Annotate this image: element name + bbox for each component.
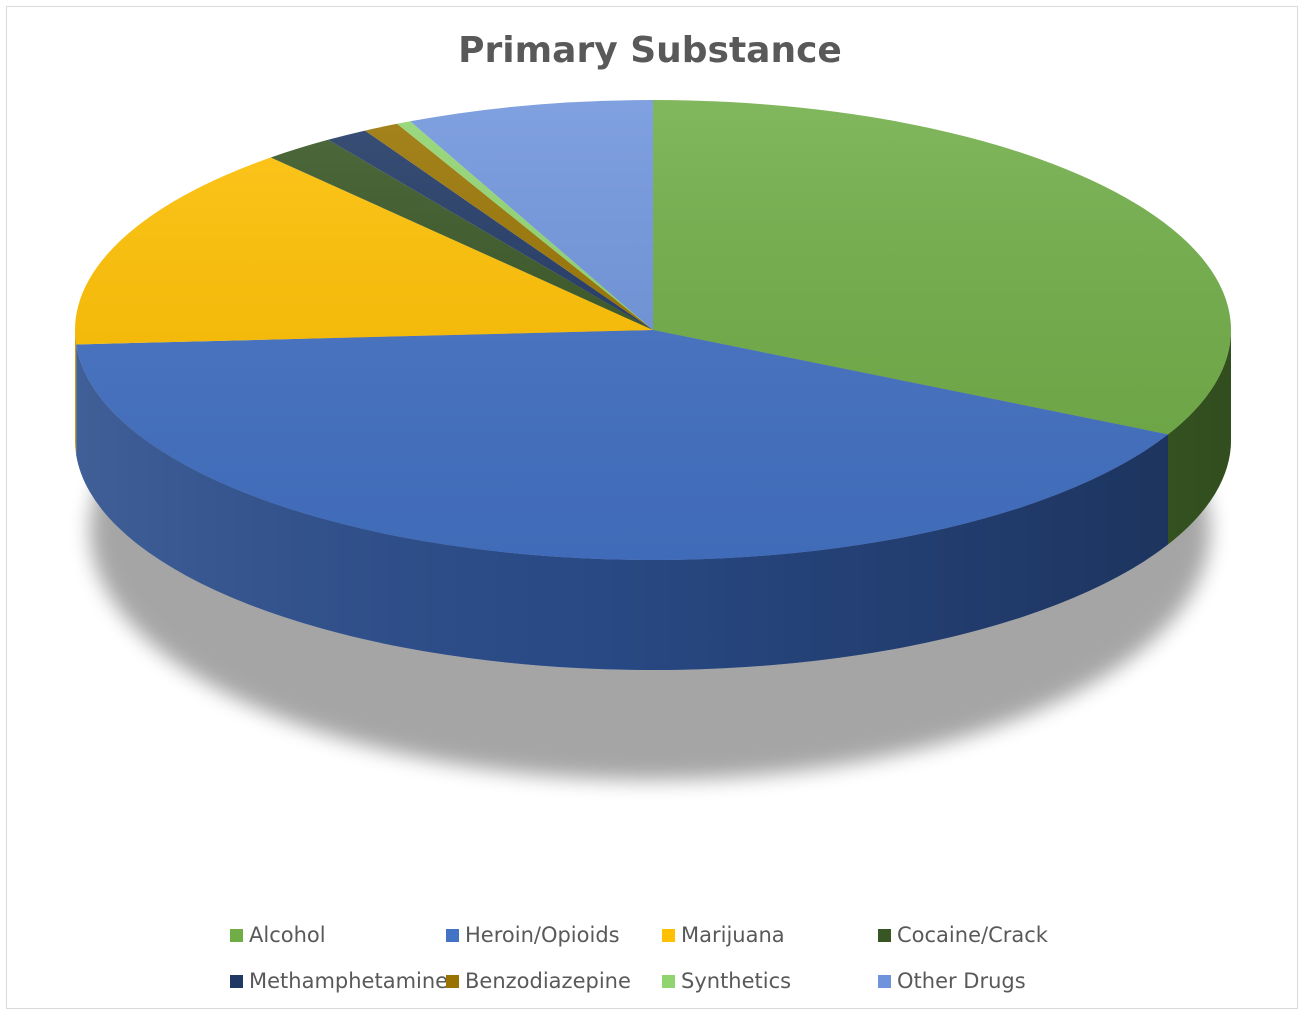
pie-top-shading [75, 100, 1231, 560]
legend-item-cocaine-crack: Cocaine/Crack [878, 922, 1094, 948]
legend-label: Cocaine/Crack [897, 923, 1048, 947]
legend-label: Synthetics [681, 969, 792, 993]
legend-swatch [230, 928, 243, 942]
legend-swatch [662, 928, 675, 942]
legend-swatch [662, 974, 675, 988]
legend-item-heroin-opioids: Heroin/Opioids [446, 922, 662, 948]
pie-side-shading [75, 330, 1231, 670]
chart-title: Primary Substance [458, 30, 842, 71]
pie-top-layer [75, 100, 1232, 561]
pie-side-layer [75, 330, 1231, 671]
legend-item-synthetics: Synthetics [662, 968, 878, 994]
legend-label: Benzodiazepine [465, 969, 631, 993]
legend-label: Other Drugs [897, 969, 1026, 993]
legend-label: Heroin/Opioids [465, 923, 620, 947]
legend-item-methamphetamine: Methamphetamine [230, 968, 449, 994]
legend-swatch [230, 974, 243, 988]
legend-label: Marijuana [681, 923, 785, 947]
legend-swatch [878, 928, 891, 942]
legend-swatch [446, 928, 459, 942]
legend-label: Methamphetamine [249, 969, 449, 993]
legend-label: Alcohol [249, 923, 326, 947]
legend-swatch [446, 974, 459, 988]
legend-item-alcohol: Alcohol [230, 922, 446, 948]
legend-item-benzodiazepine: Benzodiazepine [446, 968, 662, 994]
legend-item-marijuana: Marijuana [662, 922, 878, 948]
legend: Alcohol Heroin/Opioids Marijuana Cocaine/Cr… [230, 922, 1110, 994]
legend-item-other-drugs: Other Drugs [878, 968, 1094, 994]
legend-swatch [878, 974, 891, 988]
